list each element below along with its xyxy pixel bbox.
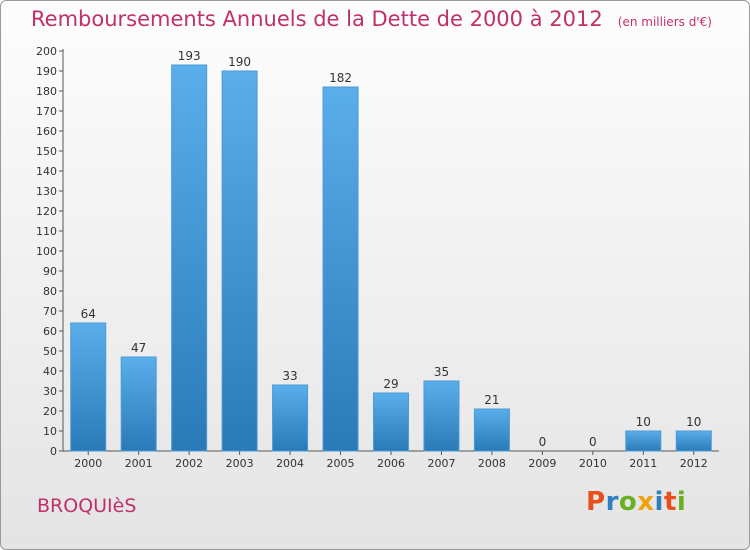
y-tick-label: 190 — [36, 65, 57, 78]
chart-unit: (en milliers d'€) — [617, 15, 712, 29]
proxiti-logo: Proxiti — [586, 487, 686, 517]
logo-letter: r — [605, 487, 619, 517]
y-tick-label: 40 — [43, 365, 57, 378]
commune-name: BROQUIèS — [37, 495, 137, 517]
bar — [221, 70, 258, 452]
x-tick-label: 2000 — [74, 457, 102, 470]
logo-letter: x — [637, 487, 655, 517]
title-row: Remboursements Annuels de la Dette de 20… — [31, 7, 712, 31]
bar-value-label: 35 — [434, 365, 449, 379]
x-tick-label: 2005 — [327, 457, 355, 470]
y-tick-label: 0 — [50, 445, 57, 458]
logo-letter: P — [586, 487, 606, 517]
x-tick-label: 2011 — [629, 457, 657, 470]
bar — [675, 430, 712, 452]
logo-letter: i — [654, 487, 664, 517]
y-tick-label: 10 — [43, 425, 57, 438]
y-tick-label: 70 — [43, 305, 57, 318]
bar-value-label: 190 — [228, 55, 251, 69]
y-tick-label: 180 — [36, 85, 57, 98]
x-tick-label: 2006 — [377, 457, 405, 470]
bar — [322, 86, 359, 452]
x-tick-label: 2002 — [175, 457, 203, 470]
x-tick-label: 2012 — [680, 457, 708, 470]
bar-value-label: 21 — [484, 393, 499, 407]
x-tick-label: 2007 — [427, 457, 455, 470]
x-tick-label: 2009 — [528, 457, 556, 470]
y-tick-label: 160 — [36, 125, 57, 138]
bar — [171, 64, 208, 452]
y-tick-label: 140 — [36, 165, 57, 178]
bar — [423, 380, 460, 452]
y-tick-label: 110 — [36, 225, 57, 238]
bar — [70, 322, 107, 452]
bar-value-label: 0 — [539, 435, 547, 449]
y-tick-label: 130 — [36, 185, 57, 198]
logo-letter: o — [618, 487, 638, 517]
x-tick-label: 2008 — [478, 457, 506, 470]
y-tick-label: 30 — [43, 385, 57, 398]
bar-value-label: 0 — [589, 435, 597, 449]
x-tick-label: 2010 — [579, 457, 607, 470]
y-tick-label: 150 — [36, 145, 57, 158]
y-tick-label: 200 — [36, 45, 57, 58]
logo-letter: i — [676, 487, 687, 517]
bar — [625, 430, 662, 452]
y-tick-label: 100 — [36, 245, 57, 258]
y-tick-label: 20 — [43, 405, 57, 418]
bar — [373, 392, 409, 452]
y-tick-label: 90 — [43, 265, 57, 278]
y-tick-label: 80 — [43, 285, 57, 298]
bar-value-label: 182 — [329, 71, 352, 85]
x-tick-label: 2004 — [276, 457, 304, 470]
bar-value-label: 10 — [686, 415, 701, 429]
y-tick-label: 60 — [43, 325, 57, 338]
y-tick-label: 120 — [36, 205, 57, 218]
bar-value-label: 33 — [282, 369, 297, 383]
bar-value-label: 193 — [178, 49, 201, 63]
x-tick-label: 2001 — [125, 457, 153, 470]
y-tick-label: 50 — [43, 345, 57, 358]
bar-value-label: 10 — [636, 415, 651, 429]
bar — [473, 408, 510, 452]
bar-value-label: 47 — [131, 341, 146, 355]
logo-letter: t — [663, 487, 677, 517]
chart-title: Remboursements Annuels de la Dette de 20… — [31, 7, 603, 31]
bar — [120, 356, 157, 452]
bar-value-label: 29 — [383, 377, 398, 391]
x-tick-label: 2003 — [226, 457, 254, 470]
bar — [272, 384, 309, 452]
bar-value-label: 64 — [81, 307, 96, 321]
y-tick-label: 170 — [36, 105, 57, 118]
